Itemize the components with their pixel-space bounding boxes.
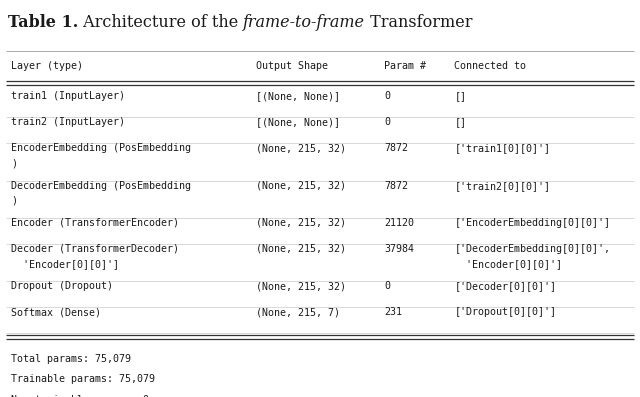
Text: Non-trainable params: 0: Non-trainable params: 0 — [11, 395, 149, 397]
Text: Trainable params: 75,079: Trainable params: 75,079 — [11, 374, 155, 384]
Text: (None, 215, 32): (None, 215, 32) — [256, 181, 346, 191]
Text: Transformer: Transformer — [365, 14, 473, 31]
Text: 37984: 37984 — [384, 244, 414, 254]
Text: 0: 0 — [384, 281, 390, 291]
Text: ): ) — [11, 158, 17, 168]
Text: (None, 215, 7): (None, 215, 7) — [256, 307, 340, 317]
Text: 7872: 7872 — [384, 143, 408, 153]
Text: ['Dropout[0][0]']: ['Dropout[0][0]'] — [454, 307, 556, 317]
Text: Softmax (Dense): Softmax (Dense) — [11, 307, 101, 317]
Text: 21120: 21120 — [384, 218, 414, 228]
Text: Layer (type): Layer (type) — [11, 61, 83, 71]
Text: ['DecoderEmbedding[0][0]',: ['DecoderEmbedding[0][0]', — [454, 244, 611, 254]
Text: Encoder (TransformerEncoder): Encoder (TransformerEncoder) — [11, 218, 179, 228]
Text: (None, 215, 32): (None, 215, 32) — [256, 244, 346, 254]
Text: ['train2[0][0]']: ['train2[0][0]'] — [454, 181, 550, 191]
Text: 'Encoder[0][0]']: 'Encoder[0][0]'] — [454, 259, 563, 269]
Text: DecoderEmbedding (PosEmbedding: DecoderEmbedding (PosEmbedding — [11, 181, 191, 191]
Text: Decoder (TransformerDecoder): Decoder (TransformerDecoder) — [11, 244, 179, 254]
Text: 'Encoder[0][0]']: 'Encoder[0][0]'] — [11, 259, 119, 269]
Text: ['EncoderEmbedding[0][0]']: ['EncoderEmbedding[0][0]'] — [454, 218, 611, 228]
Text: (None, 215, 32): (None, 215, 32) — [256, 218, 346, 228]
Text: Architecture of the: Architecture of the — [78, 14, 243, 31]
Text: Connected to: Connected to — [454, 61, 526, 71]
Text: []: [] — [454, 118, 467, 127]
Text: frame-to-frame: frame-to-frame — [243, 14, 365, 31]
Text: (None, 215, 32): (None, 215, 32) — [256, 281, 346, 291]
Text: ): ) — [11, 196, 17, 206]
Text: Total params: 75,079: Total params: 75,079 — [11, 354, 131, 364]
Text: Output Shape: Output Shape — [256, 61, 328, 71]
Text: train2 (InputLayer): train2 (InputLayer) — [11, 118, 125, 127]
Text: [(None, None)]: [(None, None)] — [256, 118, 340, 127]
Text: Dropout (Dropout): Dropout (Dropout) — [11, 281, 113, 291]
Text: train1 (InputLayer): train1 (InputLayer) — [11, 91, 125, 101]
Text: 0: 0 — [384, 118, 390, 127]
Text: (None, 215, 32): (None, 215, 32) — [256, 143, 346, 153]
Text: 0: 0 — [384, 91, 390, 101]
Text: 7872: 7872 — [384, 181, 408, 191]
Text: 231: 231 — [384, 307, 402, 317]
Text: EncoderEmbedding (PosEmbedding: EncoderEmbedding (PosEmbedding — [11, 143, 191, 153]
Text: []: [] — [454, 91, 467, 101]
Text: ['Decoder[0][0]']: ['Decoder[0][0]'] — [454, 281, 556, 291]
Text: Table 1.: Table 1. — [8, 14, 78, 31]
Text: Param #: Param # — [384, 61, 426, 71]
Text: ['train1[0][0]']: ['train1[0][0]'] — [454, 143, 550, 153]
Text: [(None, None)]: [(None, None)] — [256, 91, 340, 101]
